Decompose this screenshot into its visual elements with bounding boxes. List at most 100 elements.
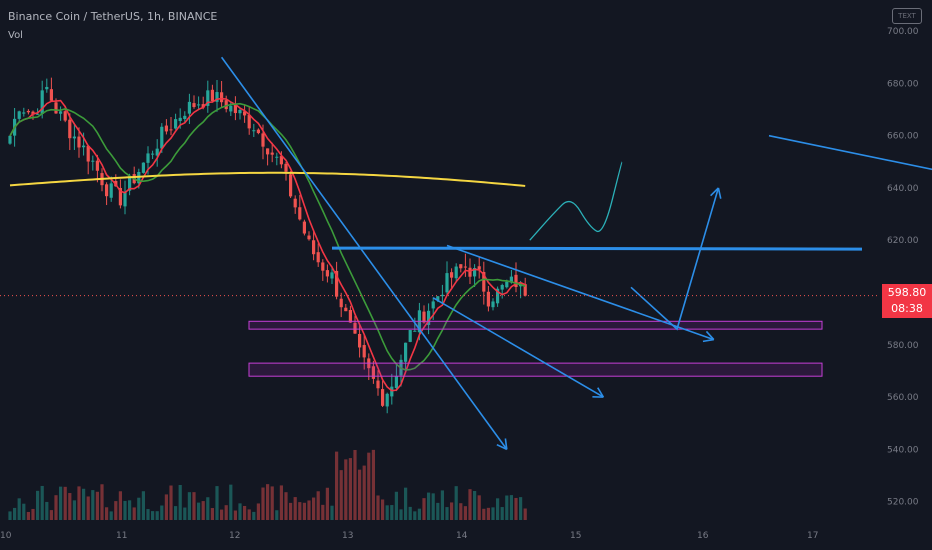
volume-bar bbox=[505, 495, 509, 520]
volume-bar bbox=[137, 497, 141, 520]
candle-body bbox=[160, 126, 164, 149]
x-tick-label: 17 bbox=[807, 531, 818, 541]
volume-bar bbox=[431, 493, 435, 520]
volume-bar bbox=[399, 509, 403, 520]
candle-body bbox=[468, 267, 472, 277]
candle-body bbox=[95, 160, 99, 171]
candle-body bbox=[178, 117, 182, 122]
candle-body bbox=[514, 274, 518, 288]
volume-bar bbox=[26, 511, 30, 520]
axis-layer: 700.00 680.00 660.00 640.00 620.00 580.00 560.… bbox=[0, 27, 919, 541]
candle-body bbox=[316, 252, 320, 263]
candle-body bbox=[238, 110, 242, 114]
volume-bar bbox=[491, 507, 495, 520]
candle-body bbox=[321, 262, 325, 271]
candle-body bbox=[312, 240, 316, 255]
candle-countdown: 08:38 bbox=[891, 302, 923, 315]
volume-bar bbox=[404, 487, 408, 520]
trendline bbox=[768, 134, 932, 171]
volume-bar bbox=[247, 509, 251, 520]
volume-bar bbox=[132, 507, 136, 520]
y-tick-label: 680.00 bbox=[887, 79, 919, 89]
candle-body bbox=[486, 291, 490, 307]
candle-body bbox=[229, 105, 233, 112]
candle-body bbox=[22, 112, 26, 114]
volume-bar bbox=[36, 490, 40, 520]
projection-arrowhead bbox=[717, 187, 722, 199]
volume-bar bbox=[500, 507, 504, 520]
y-tick-label: 540.00 bbox=[887, 445, 919, 455]
volume-bar bbox=[422, 498, 426, 520]
volume-bar bbox=[417, 508, 421, 520]
candle-body bbox=[505, 281, 509, 288]
resistance-line bbox=[331, 246, 863, 251]
volume-bar bbox=[482, 508, 486, 520]
volume-bar bbox=[72, 500, 76, 520]
volume-bar bbox=[178, 484, 182, 520]
volume-bar bbox=[233, 510, 237, 520]
volume-bar bbox=[13, 507, 17, 520]
candle-body bbox=[26, 110, 30, 113]
volume-bar bbox=[473, 490, 477, 520]
drawing-layer bbox=[0, 56, 932, 451]
volume-bar bbox=[312, 497, 316, 520]
x-tick-label: 11 bbox=[116, 531, 127, 541]
candle-body bbox=[482, 271, 486, 292]
volume-bar bbox=[63, 486, 67, 520]
candle-body bbox=[63, 111, 67, 121]
candle-body bbox=[243, 111, 247, 116]
volume-bar bbox=[459, 503, 463, 520]
candle-body bbox=[307, 235, 311, 240]
candle-body bbox=[477, 266, 481, 270]
candle-body bbox=[436, 296, 440, 301]
volume-bar bbox=[100, 484, 104, 520]
tradingview-logo[interactable]: TEXT bbox=[892, 8, 922, 24]
volume-bar bbox=[206, 497, 210, 520]
volume-bar bbox=[275, 510, 279, 520]
candle-body bbox=[36, 113, 40, 115]
volume-bar bbox=[123, 500, 127, 520]
volume-bar bbox=[376, 495, 380, 520]
volume-bar bbox=[463, 506, 467, 520]
volume-bar bbox=[270, 486, 274, 520]
volume-bar bbox=[468, 489, 472, 520]
candle-body bbox=[293, 198, 297, 208]
volume-bar bbox=[514, 497, 518, 520]
volume-bar bbox=[450, 502, 454, 520]
candle-body bbox=[394, 376, 398, 389]
volume-bar bbox=[151, 511, 155, 520]
volume-bar bbox=[362, 465, 366, 520]
x-tick-label: 14 bbox=[456, 531, 468, 541]
candle-body bbox=[266, 148, 270, 155]
candle-body bbox=[335, 270, 339, 297]
volume-bar bbox=[358, 469, 362, 520]
candle-body bbox=[109, 183, 113, 198]
projection-curve bbox=[529, 161, 623, 241]
candle-body bbox=[256, 129, 260, 134]
volume-bar bbox=[427, 492, 431, 520]
volume-bar bbox=[454, 486, 458, 520]
volume-bar bbox=[523, 508, 527, 520]
candle-body bbox=[82, 145, 86, 148]
trendline-arrowhead bbox=[702, 338, 714, 343]
volume-bar bbox=[344, 459, 348, 520]
volume-bar bbox=[224, 505, 228, 520]
trendline bbox=[220, 56, 508, 450]
candle-body bbox=[169, 129, 173, 131]
candle-body bbox=[270, 152, 274, 155]
candle-body bbox=[77, 136, 81, 148]
volume-bar bbox=[86, 496, 90, 520]
candle-body bbox=[431, 301, 435, 309]
volume-bar bbox=[385, 505, 389, 520]
volume-bar bbox=[367, 452, 371, 520]
candle-body bbox=[192, 103, 196, 107]
projection-arrow bbox=[630, 187, 720, 331]
candle-body bbox=[40, 90, 44, 114]
candle-body bbox=[86, 145, 90, 162]
candle-body bbox=[390, 386, 394, 397]
trendline-arrowhead bbox=[504, 438, 508, 450]
candle-body bbox=[298, 207, 302, 220]
candle-body bbox=[224, 100, 228, 110]
volume-bar bbox=[192, 492, 196, 520]
